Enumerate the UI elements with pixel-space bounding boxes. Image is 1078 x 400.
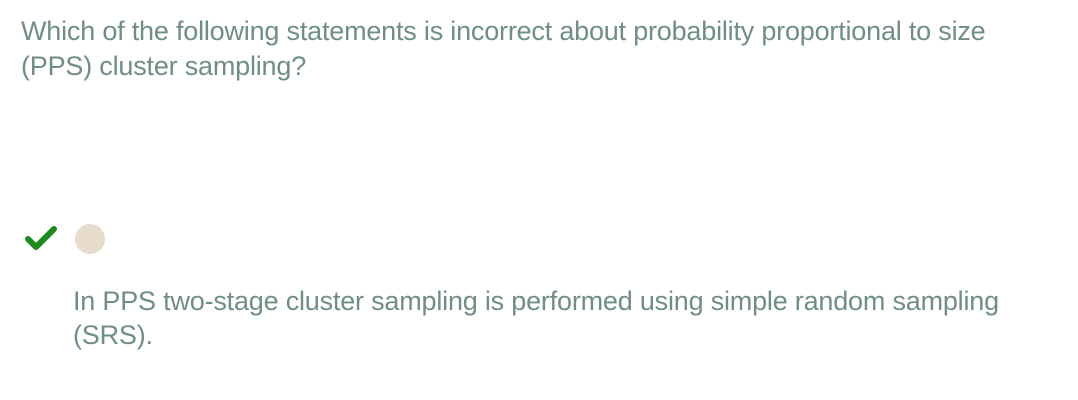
question-text: Which of the following statements is inc… [21,16,986,81]
answer-option-text: In PPS two-stage cluster sampling is per… [73,286,999,350]
checkmark-icon [24,222,58,256]
answer-radio-button[interactable] [75,224,105,254]
